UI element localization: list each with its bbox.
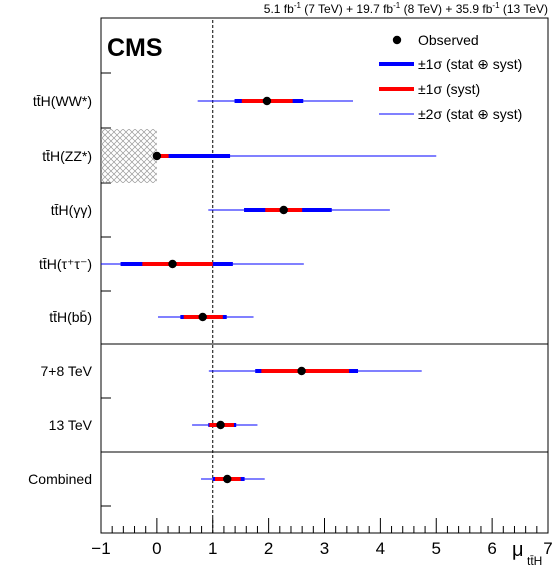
legend-label: ±1σ (stat ⊕ syst) <box>418 56 522 72</box>
chart-title: 5.1 fb-1 (7 TeV) + 19.7 fb-1 (8 TeV) + 3… <box>264 1 548 16</box>
result-row: tt̄H(ZZ*) <box>42 129 437 183</box>
x-tick-label: 3 <box>320 539 329 558</box>
legend-label: ±2σ (stat ⊕ syst) <box>418 106 522 122</box>
x-axis-label-subscript: tt̄H <box>527 554 542 568</box>
excluded-region <box>101 129 157 183</box>
observed-marker <box>152 151 162 161</box>
row-label: tt̄H(γγ) <box>51 202 92 218</box>
cms-label: CMS <box>107 34 163 62</box>
result-row: tt̄H(τ⁺τ⁻) <box>39 256 304 272</box>
legend-marker <box>392 35 402 45</box>
legend-entry: ±2σ (stat ⊕ syst) <box>379 106 522 122</box>
x-tick-label: −1 <box>91 539 110 558</box>
x-tick-label: 0 <box>152 539 161 558</box>
row-label: 7+8 TeV <box>40 363 92 379</box>
observed-marker <box>198 312 207 322</box>
row-label: tt̄H(bb̄) <box>49 309 92 325</box>
x-tick-label: 7 <box>543 539 552 558</box>
result-row: tt̄H(γγ) <box>51 202 390 218</box>
legend-label: ±1σ (syst) <box>418 81 480 97</box>
x-axis: −1 0 1 2 3 4 5 6 7 <box>91 518 553 558</box>
result-row: tt̄H(bb̄) <box>49 309 254 325</box>
legend-label: Observed <box>418 32 479 48</box>
x-tick-label: 4 <box>376 539 385 558</box>
x-axis-label: μ <box>512 539 524 561</box>
legend: Observed ±1σ (stat ⊕ syst) ±1σ (syst) ±2σ (… <box>379 32 522 122</box>
row-label: Combined <box>28 471 92 487</box>
observed-marker <box>262 96 272 106</box>
result-row: tt̄H(WW*) <box>33 93 353 109</box>
result-row: 7+8 TeV <box>40 363 422 379</box>
result-row: Combined <box>28 471 265 487</box>
x-tick-label: 1 <box>208 539 217 558</box>
row-label: tt̄H(ZZ*) <box>42 148 92 164</box>
observed-marker <box>297 366 306 376</box>
row-label: 13 TeV <box>49 417 93 433</box>
result-row: 13 TeV <box>49 417 258 433</box>
x-tick-label: 5 <box>432 539 441 558</box>
plot-area <box>100 17 549 534</box>
legend-entry: ±1σ (stat ⊕ syst) <box>379 56 522 72</box>
legend-entry: ±1σ (syst) <box>379 81 480 97</box>
observed-marker <box>216 420 225 430</box>
observed-marker <box>168 259 177 269</box>
row-label: tt̄H(τ⁺τ⁻) <box>39 256 92 272</box>
row-label: tt̄H(WW*) <box>33 93 92 109</box>
x-tick-label: 6 <box>487 539 496 558</box>
observed-marker <box>279 205 288 215</box>
x-tick-label: 2 <box>264 539 273 558</box>
legend-entry: Observed <box>392 32 479 48</box>
observed-marker <box>223 474 232 484</box>
